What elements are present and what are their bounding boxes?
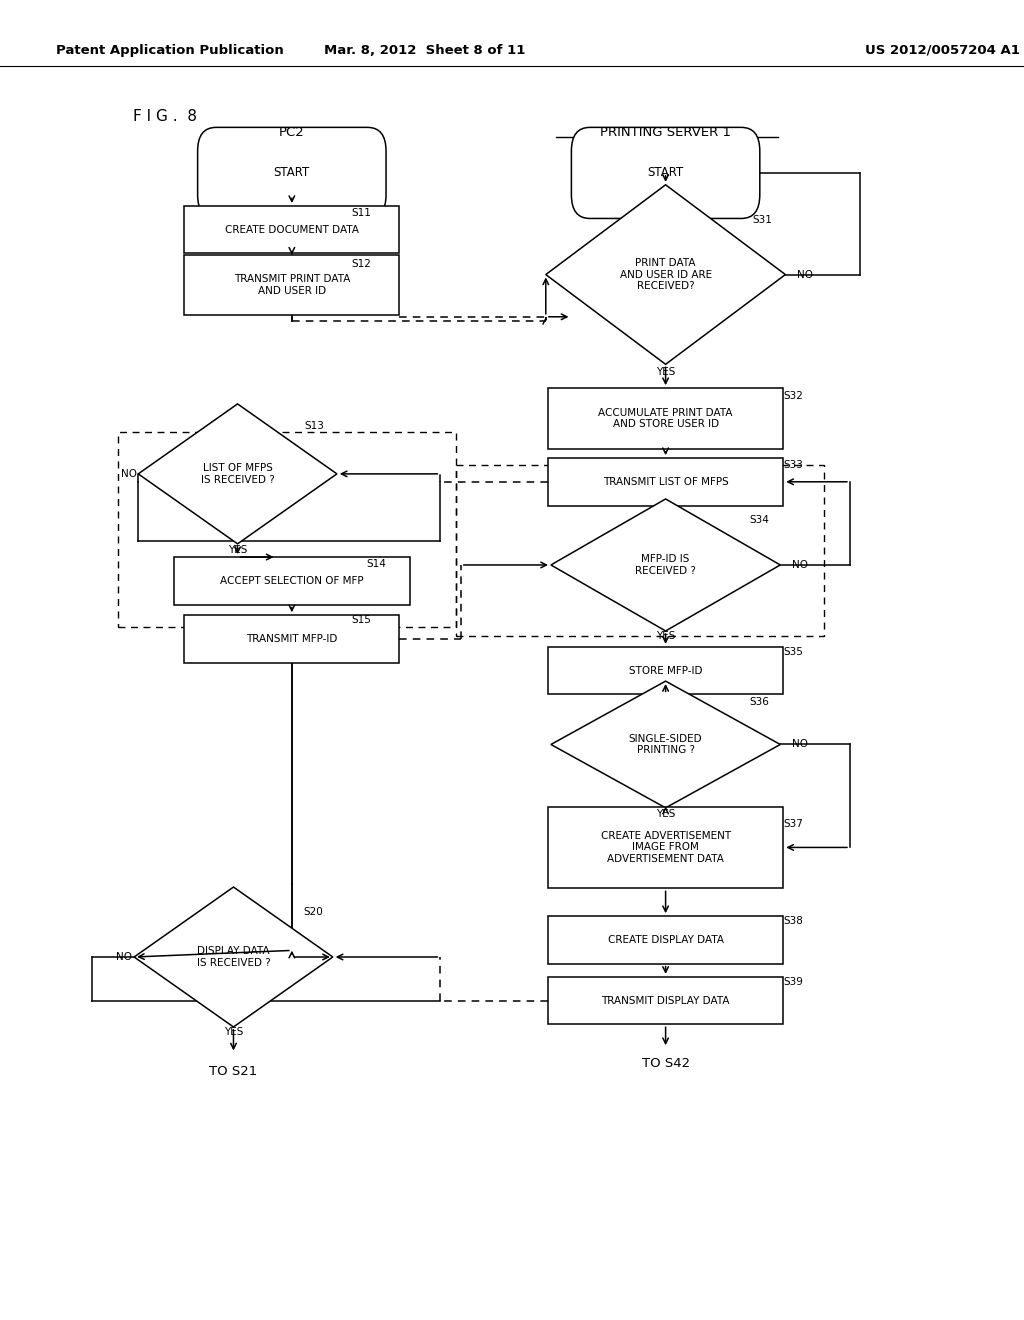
FancyBboxPatch shape (548, 458, 783, 506)
Text: S20: S20 (303, 907, 323, 917)
Text: LIST OF MFPS
IS RECEIVED ?: LIST OF MFPS IS RECEIVED ? (201, 463, 274, 484)
Text: MFP-ID IS
RECEIVED ?: MFP-ID IS RECEIVED ? (635, 554, 696, 576)
Polygon shape (551, 499, 780, 631)
Text: S36: S36 (750, 697, 769, 708)
Polygon shape (551, 681, 780, 808)
Text: Patent Application Publication: Patent Application Publication (56, 44, 284, 57)
FancyBboxPatch shape (571, 128, 760, 218)
Polygon shape (134, 887, 333, 1027)
Text: YES: YES (656, 631, 675, 642)
FancyBboxPatch shape (548, 647, 783, 694)
Text: PRINT DATA
AND USER ID ARE
RECEIVED?: PRINT DATA AND USER ID ARE RECEIVED? (620, 257, 712, 292)
Text: TRANSMIT DISPLAY DATA: TRANSMIT DISPLAY DATA (601, 995, 730, 1006)
Text: S37: S37 (783, 818, 803, 829)
Text: TO S21: TO S21 (209, 1065, 258, 1078)
Text: ACCEPT SELECTION OF MFP: ACCEPT SELECTION OF MFP (220, 576, 364, 586)
FancyBboxPatch shape (184, 615, 399, 663)
Text: S39: S39 (783, 977, 803, 987)
Text: START: START (273, 166, 310, 180)
Text: S31: S31 (753, 215, 772, 226)
FancyBboxPatch shape (548, 977, 783, 1024)
Text: S34: S34 (750, 515, 769, 525)
FancyBboxPatch shape (184, 206, 399, 253)
FancyBboxPatch shape (548, 916, 783, 964)
Text: PRINTING SERVER 1: PRINTING SERVER 1 (600, 125, 731, 139)
Text: S12: S12 (351, 259, 371, 269)
Text: NO: NO (116, 952, 132, 962)
Text: S13: S13 (304, 421, 324, 432)
Bar (118, 432, 456, 627)
Text: S35: S35 (783, 647, 803, 657)
Text: YES: YES (656, 367, 675, 378)
Text: YES: YES (228, 545, 247, 556)
Text: CREATE ADVERTISEMENT
IMAGE FROM
ADVERTISEMENT DATA: CREATE ADVERTISEMENT IMAGE FROM ADVERTIS… (600, 830, 731, 865)
Text: NO: NO (792, 560, 808, 570)
Text: S33: S33 (783, 459, 803, 470)
Text: Mar. 8, 2012  Sheet 8 of 11: Mar. 8, 2012 Sheet 8 of 11 (325, 44, 525, 57)
Text: TRANSMIT LIST OF MFPS: TRANSMIT LIST OF MFPS (603, 477, 728, 487)
Text: NO: NO (121, 469, 137, 479)
FancyBboxPatch shape (548, 388, 783, 449)
Text: S11: S11 (351, 207, 371, 218)
Text: YES: YES (224, 1027, 243, 1038)
Text: ACCUMULATE PRINT DATA
AND STORE USER ID: ACCUMULATE PRINT DATA AND STORE USER ID (598, 408, 733, 429)
Text: DISPLAY DATA
IS RECEIVED ?: DISPLAY DATA IS RECEIVED ? (197, 946, 270, 968)
Text: F I G .  8: F I G . 8 (133, 108, 197, 124)
Text: TRANSMIT MFP-ID: TRANSMIT MFP-ID (246, 634, 338, 644)
Text: TO S42: TO S42 (642, 1057, 689, 1071)
Text: CREATE DOCUMENT DATA: CREATE DOCUMENT DATA (225, 224, 358, 235)
Text: US 2012/0057204 A1: US 2012/0057204 A1 (864, 44, 1020, 57)
Polygon shape (546, 185, 785, 364)
FancyBboxPatch shape (174, 557, 410, 605)
FancyBboxPatch shape (198, 128, 386, 218)
FancyBboxPatch shape (184, 255, 399, 315)
Text: CREATE DISPLAY DATA: CREATE DISPLAY DATA (607, 935, 724, 945)
Text: PC2: PC2 (279, 125, 305, 139)
Text: NO: NO (797, 269, 813, 280)
FancyBboxPatch shape (548, 807, 783, 888)
Text: S38: S38 (783, 916, 803, 927)
Text: TRANSMIT PRINT DATA
AND USER ID: TRANSMIT PRINT DATA AND USER ID (233, 275, 350, 296)
Polygon shape (138, 404, 337, 544)
Text: START: START (647, 166, 684, 180)
Text: S32: S32 (783, 391, 803, 401)
Text: S15: S15 (351, 615, 371, 626)
Bar (456, 465, 824, 636)
Text: SINGLE-SIDED
PRINTING ?: SINGLE-SIDED PRINTING ? (629, 734, 702, 755)
Text: NO: NO (792, 739, 808, 750)
Text: YES: YES (656, 809, 675, 820)
Text: S14: S14 (367, 558, 386, 569)
Text: STORE MFP-ID: STORE MFP-ID (629, 665, 702, 676)
